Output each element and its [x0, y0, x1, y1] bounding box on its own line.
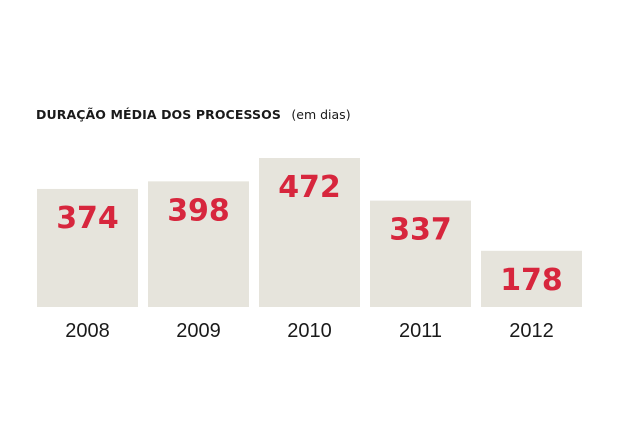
value-label-2011: 337 [389, 213, 452, 248]
value-label-2008: 374 [56, 201, 119, 236]
x-tick-label-2008: 2008 [65, 320, 110, 342]
bar-2009 [148, 181, 249, 307]
chart-subtitle: (em dias) [291, 107, 351, 122]
x-tick-label-2010: 2010 [287, 320, 332, 342]
bar-2011 [370, 200, 471, 307]
bar-2010 [259, 158, 360, 307]
value-label-2009: 398 [167, 193, 230, 228]
x-tick-label-2012: 2012 [509, 320, 554, 342]
value-label-2010: 472 [278, 170, 341, 205]
bar-2008 [37, 188, 138, 307]
x-tick-label-2011: 2011 [399, 320, 442, 342]
chart-title-row: DURAÇÃO MÉDIA DOS PROCESSOS (em dias) [36, 106, 351, 124]
bar-2012 [481, 250, 582, 307]
chart-title: DURAÇÃO MÉDIA DOS PROCESSOS [36, 107, 281, 122]
value-label-2012: 178 [500, 263, 563, 298]
x-tick-label-2009: 2009 [176, 320, 221, 342]
